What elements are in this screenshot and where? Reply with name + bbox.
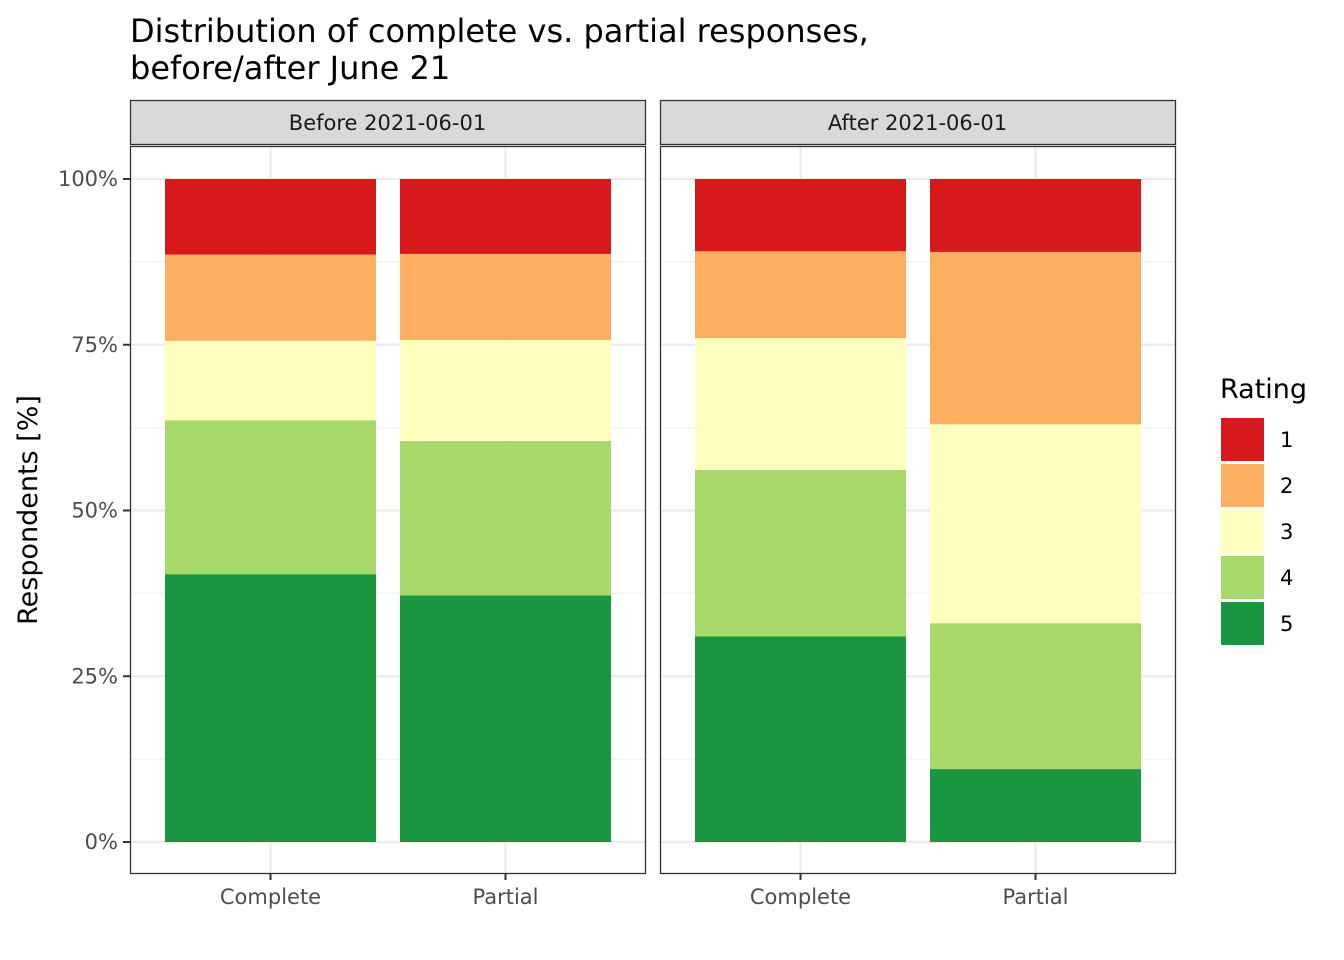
facet-strip xyxy=(659,99,1177,146)
bar-segment-complete-rating-1 xyxy=(695,179,906,252)
y-axis: 0% 25% 50% 75% 100% xyxy=(58,167,130,854)
legend-key-4 xyxy=(1221,556,1264,599)
bar-segment-partial-rating-1 xyxy=(400,179,611,254)
facet-panel-2: After 2021-06-01 Complete Partial xyxy=(659,99,1177,909)
legend-key-3 xyxy=(1221,510,1264,553)
legend-label-3: 3 xyxy=(1280,520,1293,544)
bar-segment-complete-rating-2 xyxy=(695,251,906,339)
bar-segment-complete-rating-3 xyxy=(695,338,906,471)
bar-segment-complete-rating-4 xyxy=(695,470,906,637)
bar-segment-partial-rating-3 xyxy=(930,424,1141,624)
bar-segment-complete-rating-3 xyxy=(165,340,376,421)
bar-segment-partial-rating-5 xyxy=(400,595,611,842)
bar-segment-partial-rating-2 xyxy=(400,253,611,341)
bar-segment-partial-rating-2 xyxy=(930,251,1141,425)
bar-segment-complete-rating-5 xyxy=(165,574,376,842)
x-tick-label: Partial xyxy=(473,885,539,909)
legend-key-1 xyxy=(1221,418,1264,461)
legend-label-1: 1 xyxy=(1280,428,1293,452)
y-tick-label: 25% xyxy=(71,664,118,688)
y-tick-label: 100% xyxy=(58,167,118,191)
y-tick-label: 50% xyxy=(71,499,118,523)
bar-segment-complete-rating-4 xyxy=(165,420,376,575)
legend-key-2 xyxy=(1221,464,1264,507)
y-tick-label: 75% xyxy=(71,333,118,357)
chart-title-line-2: before/after June 21 xyxy=(130,49,450,87)
chart-title-line-1: Distribution of complete vs. partial res… xyxy=(130,12,869,50)
bar-segment-complete-rating-2 xyxy=(165,254,376,341)
bar-segment-partial-rating-1 xyxy=(930,179,1141,252)
x-tick-label: Partial xyxy=(1003,885,1069,909)
facet-strip xyxy=(129,99,647,146)
legend-label-4: 4 xyxy=(1280,566,1293,590)
x-tick-label: Complete xyxy=(750,885,851,909)
legend-title: Rating xyxy=(1220,374,1307,405)
y-tick-label: 0% xyxy=(85,830,118,854)
facet-strip-label: After 2021-06-01 xyxy=(828,111,1007,135)
facet-strip-label: Before 2021-06-01 xyxy=(289,111,486,135)
facet-panel-1: Before 2021-06-01 Complete Partial xyxy=(129,99,647,909)
legend-label-2: 2 xyxy=(1280,474,1293,498)
bar-segment-partial-rating-3 xyxy=(400,340,611,441)
bar-segment-complete-rating-5 xyxy=(695,636,906,842)
bar-segment-partial-rating-4 xyxy=(400,440,611,596)
y-axis-title: Respondents [%] xyxy=(13,395,44,625)
panel-border xyxy=(129,145,647,875)
bar-segment-complete-rating-1 xyxy=(165,179,376,255)
legend-label-5: 5 xyxy=(1280,612,1293,636)
legend: Rating 1 2 3 4 5 xyxy=(1220,374,1307,645)
legend-key-5 xyxy=(1221,602,1264,645)
bar-segment-partial-rating-5 xyxy=(930,769,1141,842)
bar-segment-partial-rating-4 xyxy=(930,623,1141,770)
panel-border xyxy=(659,145,1177,875)
x-tick-label: Complete xyxy=(220,885,321,909)
